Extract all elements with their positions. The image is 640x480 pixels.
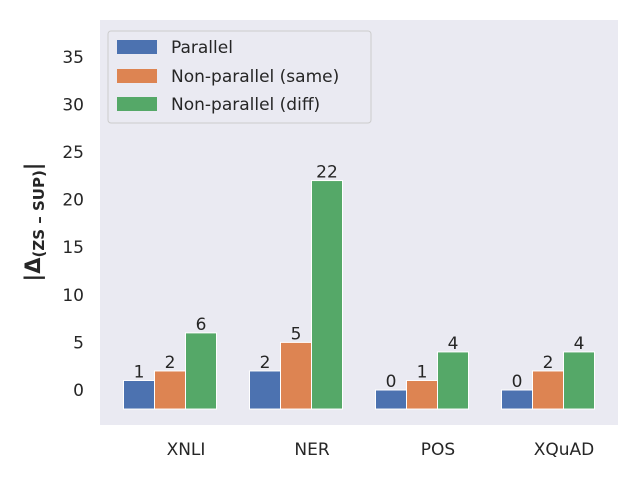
legend-label-non-parallel-diff: Non-parallel (diff) [171, 95, 320, 115]
x-tick-label: XNLI [167, 440, 206, 460]
data-label: 2 [260, 353, 271, 373]
bars-layer [123, 180, 595, 410]
y-tick-label: 25 [62, 143, 84, 163]
y-axis-ticks: 0 5 10 15 20 25 30 35 [62, 48, 84, 401]
data-label: 4 [448, 334, 459, 354]
data-label: 0 [512, 372, 523, 392]
y-tick-label: 15 [62, 238, 84, 258]
x-axis-ticks: XNLI NER POS XQuAD [167, 440, 595, 460]
data-label: 22 [316, 163, 338, 183]
bar-ner-non-parallel-diff [311, 180, 343, 410]
bar-xnli-non-parallel-diff [185, 332, 217, 410]
y-tick-label: 30 [62, 95, 84, 115]
bar-pos-parallel [375, 389, 407, 410]
data-label: 5 [291, 324, 302, 344]
legend-swatch-parallel [117, 40, 157, 54]
x-tick-label: NER [294, 440, 329, 460]
bar-pos-non-parallel-diff [437, 351, 469, 410]
bar-xnli-parallel [123, 379, 155, 410]
y-axis-label: |Δ(ZS – SUP)| [21, 163, 48, 282]
y-tick-label: 20 [62, 191, 84, 211]
bar-ner-non-parallel-same [280, 341, 312, 410]
bar-xnli-non-parallel-same [154, 370, 186, 410]
data-label: 2 [165, 353, 176, 373]
legend-label-non-parallel-same: Non-parallel (same) [171, 67, 339, 87]
legend-box [107, 30, 372, 124]
bar-xquad-non-parallel-diff [563, 351, 595, 410]
x-tick-label: POS [421, 440, 455, 460]
bar-pos-non-parallel-same [406, 379, 438, 410]
legend-swatch-non-parallel-diff [117, 97, 157, 111]
y-tick-label: 5 [73, 333, 84, 353]
bar-xquad-parallel [501, 389, 533, 410]
x-tick-label: XQuAD [534, 440, 595, 460]
legend: Parallel Non-parallel (same) Non-paralle… [107, 30, 372, 124]
legend-label-parallel: Parallel [171, 38, 233, 58]
legend-swatch-non-parallel-same [117, 69, 157, 83]
data-label: 6 [196, 315, 207, 335]
data-label: 1 [417, 362, 428, 382]
data-label: 0 [386, 372, 397, 392]
data-label: 1 [134, 362, 145, 382]
y-tick-label: 0 [73, 381, 84, 401]
data-label: 4 [574, 334, 585, 354]
y-tick-label: 35 [62, 48, 84, 68]
data-label: 2 [543, 353, 554, 373]
bar-ner-parallel [249, 370, 281, 410]
bar-xquad-non-parallel-same [532, 370, 564, 410]
y-tick-label: 10 [62, 286, 84, 306]
